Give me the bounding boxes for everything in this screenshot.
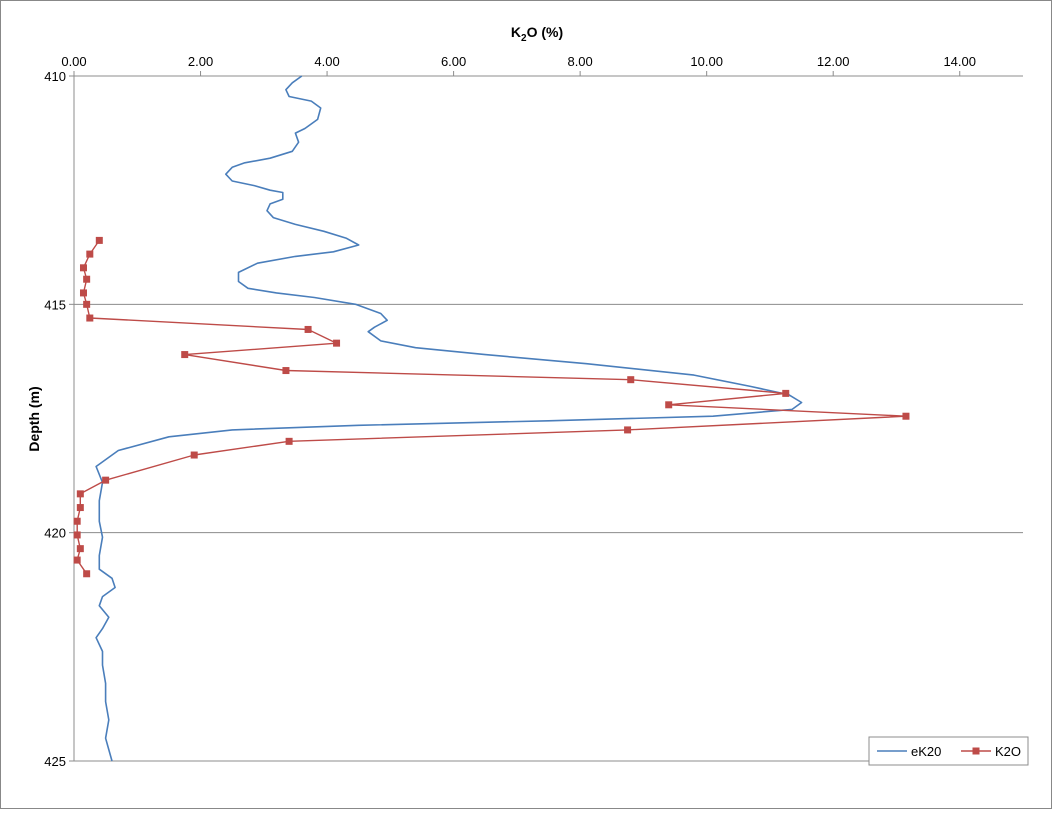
x-tick-label: 4.00	[314, 54, 339, 69]
x-tick-label: 0.00	[61, 54, 86, 69]
data-point-K2O	[333, 339, 341, 347]
data-point-K2O	[76, 504, 84, 512]
x-tick-label: 8.00	[567, 54, 592, 69]
grid-layer	[74, 303, 1023, 762]
data-point-K2O	[95, 236, 103, 244]
data-point-K2O	[86, 250, 94, 258]
y-tick-label: 420	[44, 526, 66, 541]
chart-title-main: K	[511, 24, 521, 40]
data-point-K2O	[181, 351, 189, 359]
data-point-K2O	[73, 556, 81, 564]
x-tick-label: 12.00	[817, 54, 850, 69]
data-point-K2O	[73, 531, 81, 539]
series-eK20	[95, 75, 803, 762]
data-point-K2O	[665, 401, 673, 409]
data-point-K2O	[282, 367, 290, 375]
x-tick-label: 6.00	[441, 54, 466, 69]
data-point-K2O	[624, 426, 632, 434]
data-point-K2O	[73, 517, 81, 525]
x-tick-label: 10.00	[690, 54, 723, 69]
data-point-K2O	[304, 325, 312, 333]
legend-item-eK20: eK20	[877, 744, 941, 759]
data-point-K2O	[79, 264, 87, 272]
data-point-K2O	[83, 570, 91, 578]
data-point-K2O	[76, 545, 84, 553]
series-line-K2O	[76, 240, 907, 575]
series-layer	[73, 75, 910, 762]
legend-label: eK20	[911, 744, 941, 759]
data-point-K2O	[285, 437, 293, 445]
data-point-K2O	[782, 389, 790, 397]
axis-layer: 0.00 2.00 4.00 6.00 8.00 10.00 12.00 14.00 410 41…	[44, 54, 1023, 769]
y-axis-label: Depth (m)	[26, 386, 42, 451]
data-point-K2O	[190, 451, 198, 459]
data-point-K2O	[86, 314, 94, 322]
legend-swatch-marker	[972, 747, 980, 755]
legend: eK20 K2O	[868, 736, 1029, 766]
data-point-K2O	[102, 476, 110, 484]
chart-title-tail: O (%)	[527, 24, 564, 40]
series-line-eK20	[95, 75, 803, 762]
data-point-K2O	[76, 490, 84, 498]
x-tick-label: 14.00	[943, 54, 976, 69]
chart-title-subscript: 2	[521, 33, 527, 44]
y-tick-label: 415	[44, 297, 66, 312]
data-point-K2O	[79, 289, 87, 297]
y-tick-label: 410	[44, 69, 66, 84]
chart-title: K2O (%)	[511, 24, 563, 44]
data-point-K2O	[83, 300, 91, 308]
y-tick-label: 425	[44, 754, 66, 769]
legend-label: K2O	[995, 744, 1021, 759]
series-K2O	[73, 236, 910, 578]
legend-item-K2O: K2O	[961, 744, 1021, 759]
data-point-K2O	[627, 376, 635, 384]
data-point-K2O	[83, 275, 91, 283]
x-tick-label: 2.00	[188, 54, 213, 69]
data-point-K2O	[902, 412, 910, 420]
